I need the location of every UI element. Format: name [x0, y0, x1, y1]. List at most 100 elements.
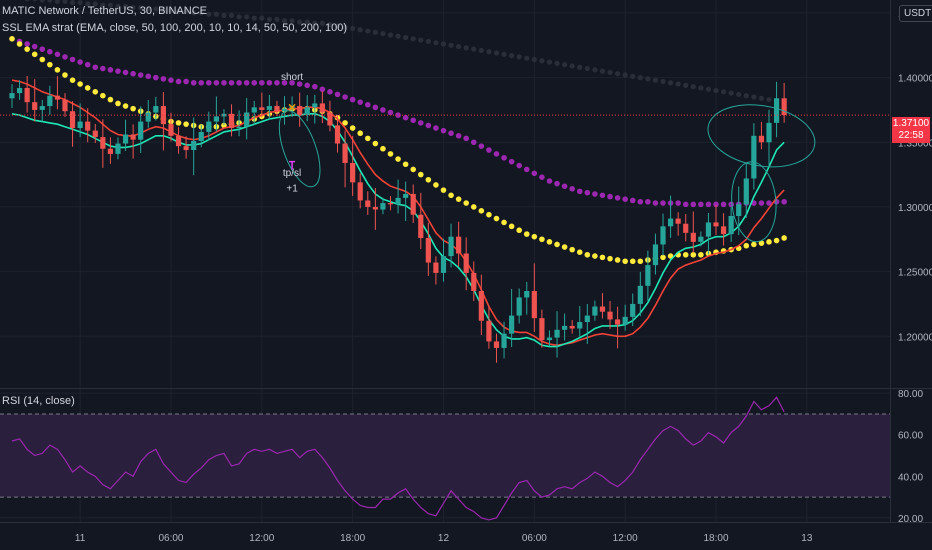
- candle-down: [100, 137, 106, 149]
- candle-up: [546, 337, 553, 341]
- annotations: short tp/sl +1: [281, 72, 303, 194]
- candle-up: [198, 131, 204, 141]
- candle-down: [478, 291, 484, 321]
- candle-down: [69, 111, 76, 129]
- candle-up: [562, 325, 568, 330]
- ema-fast-dot: [372, 140, 379, 147]
- ema-fast-dot: [493, 215, 500, 222]
- time-axis[interactable]: 11 06:00 12:00 18:00 12 06:00 12:00 18:00 13: [0, 522, 932, 545]
- rsi-axis[interactable]: 20.00 40.00 60.00 80.00: [898, 389, 923, 525]
- ema-fast-dot: [455, 196, 462, 202]
- ema-fast-dot: [561, 244, 568, 250]
- candle-up: [16, 87, 23, 94]
- chart-title[interactable]: MATIC Network / TetherUS, 30, BINANCE: [2, 5, 207, 17]
- ema-mid-dot: [274, 79, 280, 86]
- candle-down: [690, 232, 696, 242]
- ema-slow-dot: [289, 18, 295, 24]
- candle-down: [463, 253, 469, 273]
- ema-slow-dot: [660, 78, 666, 85]
- ema-fast-dot: [100, 92, 106, 99]
- currency-badge[interactable]: USDT: [899, 5, 932, 22]
- ema-fast-dot: [478, 208, 485, 214]
- ema-mid-dot: [478, 143, 485, 149]
- candle-up: [766, 122, 772, 143]
- ema-fast-dot: [84, 85, 91, 91]
- time-tick-label: 18:00: [340, 533, 365, 544]
- rsi-tick-label: 40.00: [898, 472, 923, 483]
- ema-fast-dot: [773, 237, 780, 244]
- ema-slow-dot: [213, 11, 219, 17]
- ema-mid-dot: [100, 65, 106, 72]
- candle-down: [781, 98, 787, 116]
- time-tick-label: 11: [75, 533, 86, 544]
- ema-mid-dot: [448, 130, 454, 137]
- ema-mid-dot: [39, 46, 46, 52]
- ema-mid-dot: [705, 201, 712, 208]
- price-axis[interactable]: 1.200001.250001.300001.350001.400001.450…: [898, 9, 932, 343]
- ema-fast-dot: [130, 105, 136, 112]
- candle-up: [584, 315, 590, 323]
- ema-fast-dot: [433, 182, 439, 188]
- ema-slow-dot: [319, 20, 325, 26]
- ema-fast-dot: [743, 242, 750, 249]
- ema-mid-dot: [206, 79, 212, 86]
- candle-up: [153, 106, 159, 113]
- ema-fast-dot: [16, 41, 23, 47]
- ema-fast-dot: [463, 200, 470, 206]
- ema-mid-dot: [190, 79, 197, 86]
- ema-slow-dot: [297, 19, 303, 25]
- candle-up: [403, 194, 409, 198]
- ema-mid-dot: [440, 127, 447, 134]
- candle-down: [539, 318, 545, 341]
- candle-up: [592, 306, 598, 316]
- candle-down: [183, 146, 189, 151]
- price-tick-label: 1.25000: [898, 268, 932, 279]
- ema-fast-dot: [523, 231, 530, 237]
- candle-up: [206, 121, 212, 132]
- ema-fast-dot: [183, 121, 189, 127]
- ema-mid-dot: [781, 198, 787, 205]
- ema-mid-dot: [357, 99, 364, 105]
- ema-slow-dot: [766, 96, 772, 103]
- ema-slow-dot: [274, 16, 280, 22]
- ema-fast-dot: [357, 130, 364, 137]
- ema-slow-dot: [69, 0, 76, 6]
- candle-down: [433, 262, 439, 273]
- candle-up: [191, 140, 197, 151]
- ema-slow-dot: [259, 15, 265, 21]
- ema-fast-dot: [592, 253, 598, 259]
- ema-slow-dot: [690, 84, 696, 90]
- ema-fast-dot: [77, 81, 83, 87]
- ema-fast-dot: [175, 120, 182, 126]
- candle-down: [54, 95, 61, 100]
- indicator-legend[interactable]: SSL EMA strat (EMA, close, 50, 100, 200,…: [2, 22, 348, 34]
- ema-slow-dot: [266, 16, 272, 22]
- candle-down: [32, 102, 38, 110]
- ema-slow-dot: [168, 7, 174, 13]
- ema-slow-dot: [637, 75, 643, 81]
- candle-down: [274, 106, 280, 112]
- ema-mid-dot: [637, 198, 644, 205]
- candle-up: [244, 112, 250, 127]
- ema-fast-dot: [122, 103, 129, 109]
- rsi-legend[interactable]: RSI (14, close): [2, 395, 75, 407]
- candle-up: [645, 265, 651, 286]
- candle-up: [554, 329, 560, 338]
- ema-mid-dot: [183, 78, 189, 85]
- ema-slow-dot: [244, 14, 250, 20]
- ema-slow-dot: [387, 32, 394, 38]
- ema-slow-dot: [92, 1, 98, 7]
- ema-mid-dot: [531, 170, 538, 177]
- ema-mid-dot: [622, 196, 628, 202]
- ema-slow-dot: [130, 5, 136, 11]
- ema-fast-dot: [349, 125, 356, 131]
- ema-mid-dot: [130, 70, 136, 77]
- candle-up: [736, 204, 742, 216]
- ema-mid-dot: [395, 112, 401, 118]
- candle-down: [607, 311, 613, 320]
- time-tick-label: 12:00: [613, 533, 638, 544]
- ema-mid-dot: [660, 200, 666, 206]
- ema-slow-dot: [493, 50, 500, 56]
- candle-up: [516, 297, 522, 316]
